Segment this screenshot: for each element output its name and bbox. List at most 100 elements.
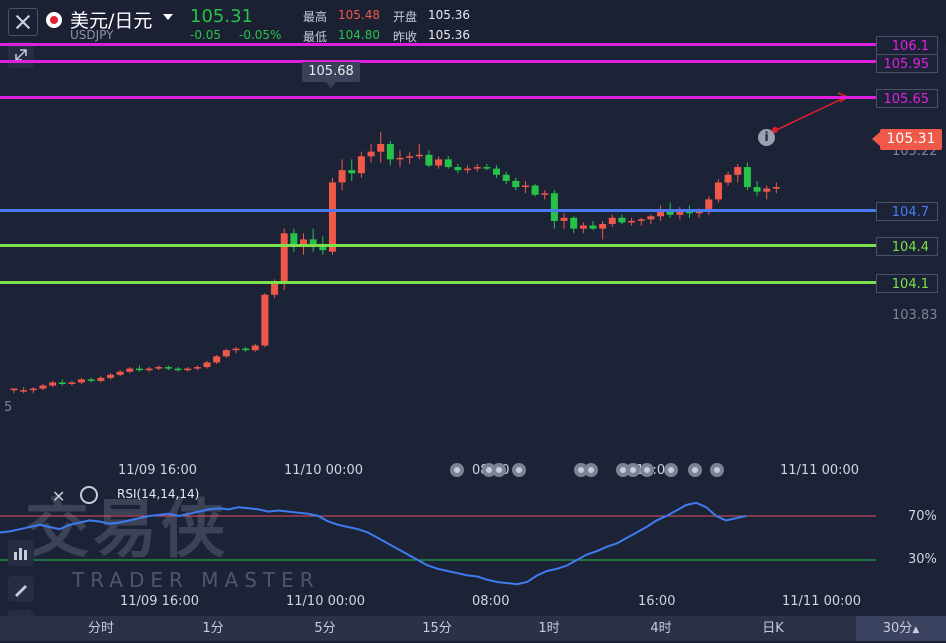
candle-body[interactable] — [280, 233, 288, 283]
candle-body[interactable] — [734, 167, 742, 175]
tab-timeshare[interactable]: 分时 — [87, 621, 114, 636]
candle-body[interactable] — [20, 390, 28, 392]
event-dot-icon[interactable] — [450, 463, 464, 477]
candle-body[interactable] — [10, 388, 18, 391]
candle-body[interactable] — [763, 188, 771, 192]
candle-body[interactable] — [126, 368, 134, 372]
close-rsi-icon[interactable]: ✕ — [52, 487, 66, 506]
candle-body[interactable] — [705, 199, 713, 211]
tab-1min[interactable]: 1分 — [202, 621, 224, 636]
candle-body[interactable] — [29, 388, 37, 391]
candle-body[interactable] — [618, 217, 626, 223]
event-dot-icon[interactable] — [710, 463, 724, 477]
candle-body[interactable] — [116, 371, 124, 375]
candle-body[interactable] — [753, 187, 761, 192]
candle-body[interactable] — [242, 348, 250, 351]
tab-4hour[interactable]: 4时 — [650, 621, 672, 636]
candle-body[interactable] — [724, 174, 732, 183]
chevron-down-icon[interactable] — [163, 14, 173, 20]
candle-body[interactable] — [377, 144, 385, 152]
candle-body[interactable] — [772, 187, 780, 189]
tab-1hour[interactable]: 1时 — [538, 621, 560, 636]
candle-body[interactable] — [290, 233, 298, 244]
tab-5min[interactable]: 5分 — [314, 621, 336, 636]
candle-body[interactable] — [415, 154, 423, 157]
event-dot-icon[interactable] — [626, 463, 640, 477]
candle-body[interactable] — [309, 239, 317, 248]
candle-body[interactable] — [68, 382, 76, 384]
candle-body[interactable] — [396, 157, 404, 160]
candle-body[interactable] — [261, 294, 269, 346]
candle-body[interactable] — [444, 159, 452, 168]
candle-body[interactable] — [213, 356, 221, 363]
level-line-106.1[interactable] — [0, 43, 876, 46]
candle-body[interactable] — [338, 170, 346, 183]
candle-body[interactable] — [425, 154, 433, 166]
candle-body[interactable] — [493, 168, 500, 175]
candle-body[interactable] — [676, 211, 684, 215]
candle-body[interactable] — [367, 151, 375, 157]
close-icon[interactable] — [8, 8, 38, 36]
candle-body[interactable] — [386, 144, 394, 160]
rsi-chart[interactable] — [0, 480, 880, 616]
candle-body[interactable] — [512, 180, 520, 188]
candle-body[interactable] — [348, 170, 356, 174]
candle-body[interactable] — [251, 345, 259, 351]
candle-body[interactable] — [300, 239, 307, 244]
candle-body[interactable] — [319, 247, 327, 251]
candle-body[interactable] — [357, 156, 365, 174]
candle-body[interactable] — [657, 211, 665, 217]
candle-body[interactable] — [743, 167, 751, 188]
info-icon[interactable]: i — [758, 129, 775, 146]
tab-30min[interactable]: 30分▲ — [856, 616, 946, 641]
event-dot-icon[interactable] — [584, 463, 598, 477]
candle-body[interactable] — [628, 220, 636, 223]
candle-body[interactable] — [328, 182, 336, 252]
tab-daily[interactable]: 日K — [762, 621, 784, 636]
candle-body[interactable] — [464, 168, 472, 171]
candle-body[interactable] — [232, 348, 240, 351]
candle-body[interactable] — [599, 224, 607, 229]
candle-body[interactable] — [87, 379, 95, 381]
candle-body[interactable] — [483, 167, 491, 169]
event-dot-icon[interactable] — [664, 463, 678, 477]
candle-body[interactable] — [560, 217, 568, 221]
candle-body[interactable] — [454, 167, 462, 171]
candle-body[interactable] — [58, 382, 66, 384]
trend-line[interactable] — [769, 96, 847, 134]
candle-body[interactable] — [78, 379, 86, 383]
candle-body[interactable] — [155, 367, 163, 369]
candle-body[interactable] — [164, 367, 172, 369]
event-dot-icon[interactable] — [688, 463, 702, 477]
candle-body[interactable] — [550, 193, 558, 221]
instrument-title[interactable]: 美元/日元 — [70, 10, 153, 32]
level-line-104.4[interactable] — [0, 244, 876, 247]
level-line-105.65[interactable] — [0, 96, 876, 99]
candle-body[interactable] — [174, 368, 182, 371]
candle-body[interactable] — [637, 219, 645, 221]
candle-body[interactable] — [666, 211, 674, 215]
candle-body[interactable] — [107, 374, 114, 378]
candle-body[interactable] — [39, 385, 47, 389]
event-dot-icon[interactable] — [492, 463, 506, 477]
candle-body[interactable] — [145, 368, 153, 371]
candle-body[interactable] — [589, 225, 597, 229]
candle-body[interactable] — [579, 225, 587, 229]
candle-body[interactable] — [435, 159, 443, 166]
candle-body[interactable] — [193, 367, 201, 369]
candle-body[interactable] — [647, 216, 655, 220]
candle-body[interactable] — [541, 193, 549, 195]
candle-body[interactable] — [521, 185, 529, 188]
event-dot-icon[interactable] — [512, 463, 526, 477]
candle-body[interactable] — [502, 174, 510, 181]
candle-body[interactable] — [135, 368, 143, 371]
candle-body[interactable] — [686, 211, 693, 214]
price-chart[interactable] — [0, 44, 876, 464]
level-line-104.7[interactable] — [0, 209, 876, 212]
trend-anchor[interactable] — [772, 127, 778, 133]
candle-body[interactable] — [49, 382, 57, 386]
settings-icon[interactable] — [80, 486, 98, 504]
candle-body[interactable] — [570, 217, 578, 229]
bar-chart-icon[interactable] — [8, 540, 34, 566]
tab-15min[interactable]: 15分 — [422, 621, 452, 636]
